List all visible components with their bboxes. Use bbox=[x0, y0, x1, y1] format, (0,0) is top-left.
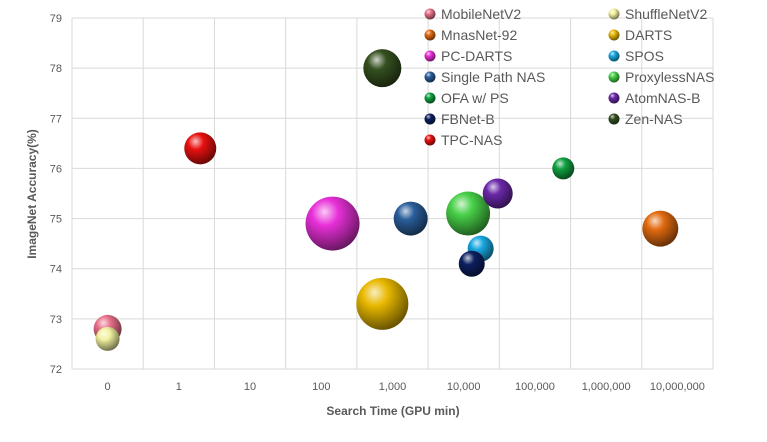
bubble-single-path-nas bbox=[393, 201, 428, 236]
x-tick-label: 0 bbox=[105, 381, 111, 393]
x-tick-label: 1,000,000 bbox=[582, 381, 631, 393]
legend-marker bbox=[608, 113, 620, 125]
bubble-pc-darts bbox=[305, 196, 360, 251]
x-tick-label: 1,000 bbox=[379, 381, 407, 393]
y-tick-label: 75 bbox=[50, 214, 62, 226]
x-tick-label: 100,000 bbox=[515, 381, 555, 393]
legend-marker bbox=[424, 29, 436, 41]
bubble-mnasnet-92 bbox=[642, 210, 679, 247]
bubble-zen-nas bbox=[363, 49, 402, 88]
legend-marker bbox=[424, 92, 436, 104]
y-tick-label: 78 bbox=[50, 63, 62, 75]
y-tick-label: 77 bbox=[50, 113, 62, 125]
legend-label: MnasNet-92 bbox=[441, 27, 517, 43]
x-tick-label: 10 bbox=[244, 381, 256, 393]
legend-marker bbox=[424, 113, 436, 125]
y-tick-label: 76 bbox=[50, 163, 62, 175]
legend-label: TPC-NAS bbox=[441, 132, 502, 148]
bubble-atomnas-b bbox=[482, 178, 513, 209]
legend-marker bbox=[424, 50, 436, 62]
bubble-shufflenetv2 bbox=[95, 326, 120, 351]
legend-label: DARTS bbox=[625, 27, 672, 43]
y-axis-ticks: 72 73 74 75 76 77 78 79 bbox=[50, 13, 62, 376]
y-tick-label: 79 bbox=[50, 13, 62, 25]
legend-marker bbox=[424, 71, 436, 83]
legend-marker bbox=[608, 71, 620, 83]
grid-lines bbox=[71, 17, 714, 370]
legend-marker bbox=[608, 92, 620, 104]
legend: MobileNetV2 ShuffleNetV2 MnasNet-92 DARTS PC… bbox=[424, 6, 714, 148]
x-axis-title: Search Time (GPU min) bbox=[326, 404, 459, 418]
y-tick-label: 73 bbox=[50, 314, 62, 326]
x-tick-label: 1 bbox=[176, 381, 182, 393]
legend-marker bbox=[608, 8, 620, 20]
bubble-tpc-nas bbox=[184, 132, 217, 165]
y-axis-title: ImageNet Accuracy(%) bbox=[25, 129, 39, 259]
legend-label: PC-DARTS bbox=[441, 48, 512, 64]
bubble-ofa-w-ps bbox=[552, 157, 575, 180]
legend-label: Single Path NAS bbox=[441, 69, 545, 85]
legend-marker bbox=[424, 134, 436, 146]
y-tick-label: 74 bbox=[50, 264, 62, 276]
x-tick-label: 10,000 bbox=[447, 381, 481, 393]
legend-label: MobileNetV2 bbox=[441, 6, 521, 22]
legend-label: FBNet-B bbox=[441, 111, 495, 127]
bubble-fbnet-b bbox=[458, 250, 485, 277]
legend-label: ProxylessNAS bbox=[625, 69, 714, 85]
legend-label: Zen-NAS bbox=[625, 111, 683, 127]
bubble-proxylessnas bbox=[446, 191, 491, 236]
legend-label: OFA w/ PS bbox=[441, 90, 509, 106]
legend-marker bbox=[608, 29, 620, 41]
x-axis-ticks: 0 1 10 100 1,000 10,000 100,000 1,000,000 10,000… bbox=[105, 381, 705, 393]
data-points bbox=[93, 49, 679, 351]
bubble-darts bbox=[356, 277, 409, 330]
y-tick-label: 72 bbox=[50, 364, 62, 376]
legend-label: ShuffleNetV2 bbox=[625, 6, 707, 22]
legend-marker bbox=[424, 8, 436, 20]
x-tick-label: 100 bbox=[312, 381, 330, 393]
legend-marker bbox=[608, 50, 620, 62]
legend-label: AtomNAS-B bbox=[625, 90, 700, 106]
legend-label: SPOS bbox=[625, 48, 664, 64]
x-tick-label: 10,000,000 bbox=[650, 381, 705, 393]
